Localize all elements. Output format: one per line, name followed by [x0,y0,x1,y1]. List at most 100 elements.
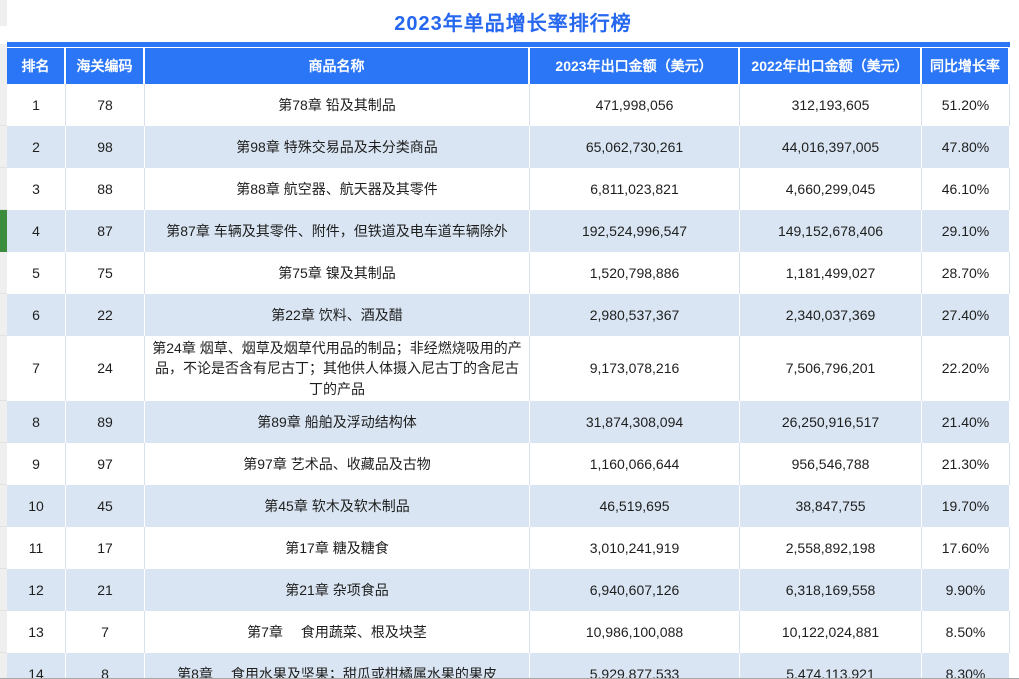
row-right-margin [1010,168,1019,210]
rank-cell: 7 [7,336,66,401]
rank-cell: 11 [7,526,66,569]
table-row: 11 17 第17章 糖及糖食 3,010,241,919 2,558,892,… [0,526,1019,569]
amount-2023-cell: 46,519,695 [530,484,740,527]
code-cell: 75 [66,252,145,294]
amount-2022-cell: 956,546,788 [740,442,922,485]
row-right-margin [1010,484,1019,527]
row-right-margin [1010,126,1019,168]
amount-2022-cell: 312,193,605 [740,84,922,126]
table-header-row: 排名 海关编码 商品名称 2023年出口金额（美元） 2022年出口金额（美元）… [0,48,1019,84]
amount-2023-cell: 9,173,078,216 [530,336,740,401]
row-right-margin [1010,442,1019,485]
row-marker [0,568,7,611]
row-marker [0,84,7,126]
row-marker [0,442,7,485]
table-row: 6 22 第22章 饮料、酒及醋 2,980,537,367 2,340,037… [0,294,1019,336]
growth-cell: 46.10% [922,168,1010,210]
header-amount-2023: 2023年出口金额（美元） [530,48,740,84]
code-cell: 22 [66,294,145,336]
code-cell: 8 [66,652,145,678]
amount-2023-cell: 1,520,798,886 [530,252,740,294]
rank-cell: 4 [7,210,66,252]
code-cell: 98 [66,126,145,168]
name-cell: 第22章 饮料、酒及醋 [145,294,530,336]
amount-2023-cell: 6,811,023,821 [530,168,740,210]
code-cell: 88 [66,168,145,210]
row-right-margin [1010,294,1019,336]
growth-cell: 28.70% [922,252,1010,294]
amount-2022-cell: 149,152,678,406 [740,210,922,252]
growth-cell: 17.60% [922,526,1010,569]
name-cell: 第87章 车辆及其零件、附件，但铁道及电车道车辆除外 [145,210,530,252]
row-marker [0,610,7,653]
header-strip-gap [7,47,1019,48]
name-cell: 第8章 食用水果及坚果；甜瓜或柑橘属水果的果皮 [145,652,530,678]
title-band: 2023年单品增长率排行榜 [7,0,1019,42]
row-right-margin [1010,526,1019,569]
name-cell: 第45章 软木及软木制品 [145,484,530,527]
amount-2023-cell: 31,874,308,094 [530,400,740,443]
row-marker [0,168,7,210]
amount-2022-cell: 10,122,024,881 [740,610,922,653]
amount-2022-cell: 7,506,796,201 [740,336,922,401]
amount-2023-cell: 2,980,537,367 [530,294,740,336]
rank-cell: 5 [7,252,66,294]
code-cell: 7 [66,610,145,653]
name-cell: 第98章 特殊交易品及未分类商品 [145,126,530,168]
header-rank: 排名 [7,48,66,84]
amount-2022-cell: 1,181,499,027 [740,252,922,294]
amount-2023-cell: 6,940,607,126 [530,568,740,611]
header-growth-rate: 同比增长率 [922,48,1010,84]
rank-cell: 10 [7,484,66,527]
row-right-margin [1010,84,1019,126]
rank-cell: 8 [7,400,66,443]
row-right-margin [1010,336,1019,401]
header-right-margin [1010,48,1019,84]
row-marker [0,294,7,336]
left-gutter-white [0,26,7,44]
table-row: 9 97 第97章 艺术品、收藏品及古物 1,160,066,644 956,5… [0,442,1019,485]
name-cell: 第24章 烟草、烟草及烟草代用品的制品；非经燃烧吸用的产品，不论是否含有尼古丁；… [145,336,530,401]
row-marker [0,210,7,252]
amount-2023-cell: 3,010,241,919 [530,526,740,569]
amount-2022-cell: 2,340,037,369 [740,294,922,336]
growth-cell: 19.70% [922,484,1010,527]
row-right-margin [1010,652,1019,678]
table-row: 5 75 第75章 镍及其制品 1,520,798,886 1,181,499,… [0,252,1019,294]
amount-2022-cell: 38,847,755 [740,484,922,527]
table-row: 14 8 第8章 食用水果及坚果；甜瓜或柑橘属水果的果皮 5,929,877,5… [0,652,1019,678]
page-title: 2023年单品增长率排行榜 [394,12,632,35]
code-cell: 78 [66,84,145,126]
amount-2022-cell: 2,558,892,198 [740,526,922,569]
header-gutter-cell [0,48,7,84]
growth-cell: 47.80% [922,126,1010,168]
growth-cell: 27.40% [922,294,1010,336]
code-cell: 97 [66,442,145,485]
row-marker [0,400,7,443]
row-right-margin [1010,610,1019,653]
row-marker [0,652,7,678]
table-row: 8 89 第89章 船舶及浮动结构体 31,874,308,094 26,250… [0,400,1019,443]
table-row: 13 7 第7章 食用蔬菜、根及块茎 10,986,100,088 10,122… [0,610,1019,653]
growth-cell: 8.30% [922,652,1010,678]
rank-cell: 3 [7,168,66,210]
growth-cell: 51.20% [922,84,1010,126]
amount-2023-cell: 471,998,056 [530,84,740,126]
rank-cell: 12 [7,568,66,611]
rank-cell: 14 [7,652,66,678]
amount-2022-cell: 44,016,397,005 [740,126,922,168]
table-row: 3 88 第88章 航空器、航天器及其零件 6,811,023,821 4,66… [0,168,1019,210]
amount-2023-cell: 10,986,100,088 [530,610,740,653]
code-cell: 24 [66,336,145,401]
header-customs-code: 海关编码 [66,48,145,84]
amount-2023-cell: 65,062,730,261 [530,126,740,168]
growth-cell: 29.10% [922,210,1010,252]
table-row: 7 24 第24章 烟草、烟草及烟草代用品的制品；非经燃烧吸用的产品，不论是否含… [0,336,1019,401]
row-marker [0,252,7,294]
table-body: 1 78 第78章 铅及其制品 471,998,056 312,193,605 … [0,84,1019,678]
header-product-name: 商品名称 [145,48,530,84]
rank-cell: 9 [7,442,66,485]
growth-cell: 21.40% [922,400,1010,443]
amount-2022-cell: 4,660,299,045 [740,168,922,210]
name-cell: 第21章 杂项食品 [145,568,530,611]
